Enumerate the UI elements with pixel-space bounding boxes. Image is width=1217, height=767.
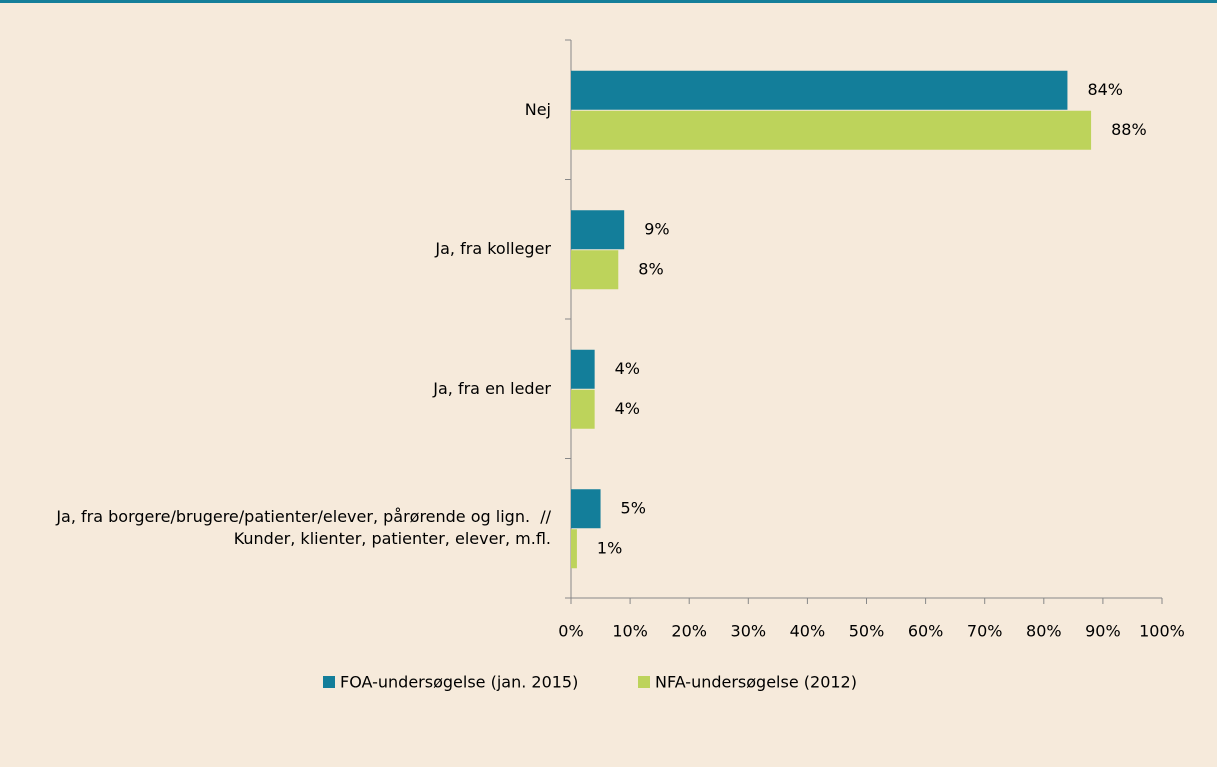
x-tick-label: 90% — [1085, 622, 1121, 641]
value-label: 84% — [1087, 80, 1123, 99]
value-label: 8% — [638, 259, 663, 278]
bar — [571, 70, 1068, 110]
legend-label: NFA-undersøgelse (2012) — [655, 673, 857, 692]
x-tick-label: 60% — [908, 622, 944, 641]
x-tick-label: 20% — [671, 622, 707, 641]
value-label: 9% — [644, 219, 669, 238]
value-label: 88% — [1111, 120, 1147, 139]
category-label: Ja, fra kolleger — [435, 239, 551, 259]
x-tick-label: 40% — [790, 622, 826, 641]
x-tick-label: 70% — [967, 622, 1003, 641]
legend-swatch — [323, 676, 335, 688]
bar — [571, 489, 601, 529]
x-tick-label: 100% — [1139, 622, 1185, 641]
x-tick-label: 30% — [731, 622, 767, 641]
category-label: Ja, fra borgere/brugere/patienter/elever… — [56, 507, 557, 549]
x-tick-label: 0% — [558, 622, 583, 641]
bar — [571, 110, 1092, 150]
legend-swatch — [638, 676, 650, 688]
x-tick-label: 50% — [849, 622, 885, 641]
top-border — [0, 0, 1217, 3]
legend-label: FOA-undersøgelse (jan. 2015) — [340, 673, 578, 692]
category-label: Nej — [524, 99, 551, 119]
bar — [571, 250, 619, 290]
value-label: 1% — [597, 538, 622, 557]
bar — [571, 349, 595, 389]
value-label: 5% — [621, 498, 646, 517]
value-label: 4% — [615, 359, 640, 378]
category-label: Ja, fra en leder — [433, 378, 551, 398]
value-label: 4% — [615, 399, 640, 418]
bar — [571, 389, 595, 429]
bar — [571, 210, 625, 250]
x-tick-label: 80% — [1026, 622, 1062, 641]
bar — [571, 529, 577, 569]
x-tick-label: 10% — [612, 622, 648, 641]
